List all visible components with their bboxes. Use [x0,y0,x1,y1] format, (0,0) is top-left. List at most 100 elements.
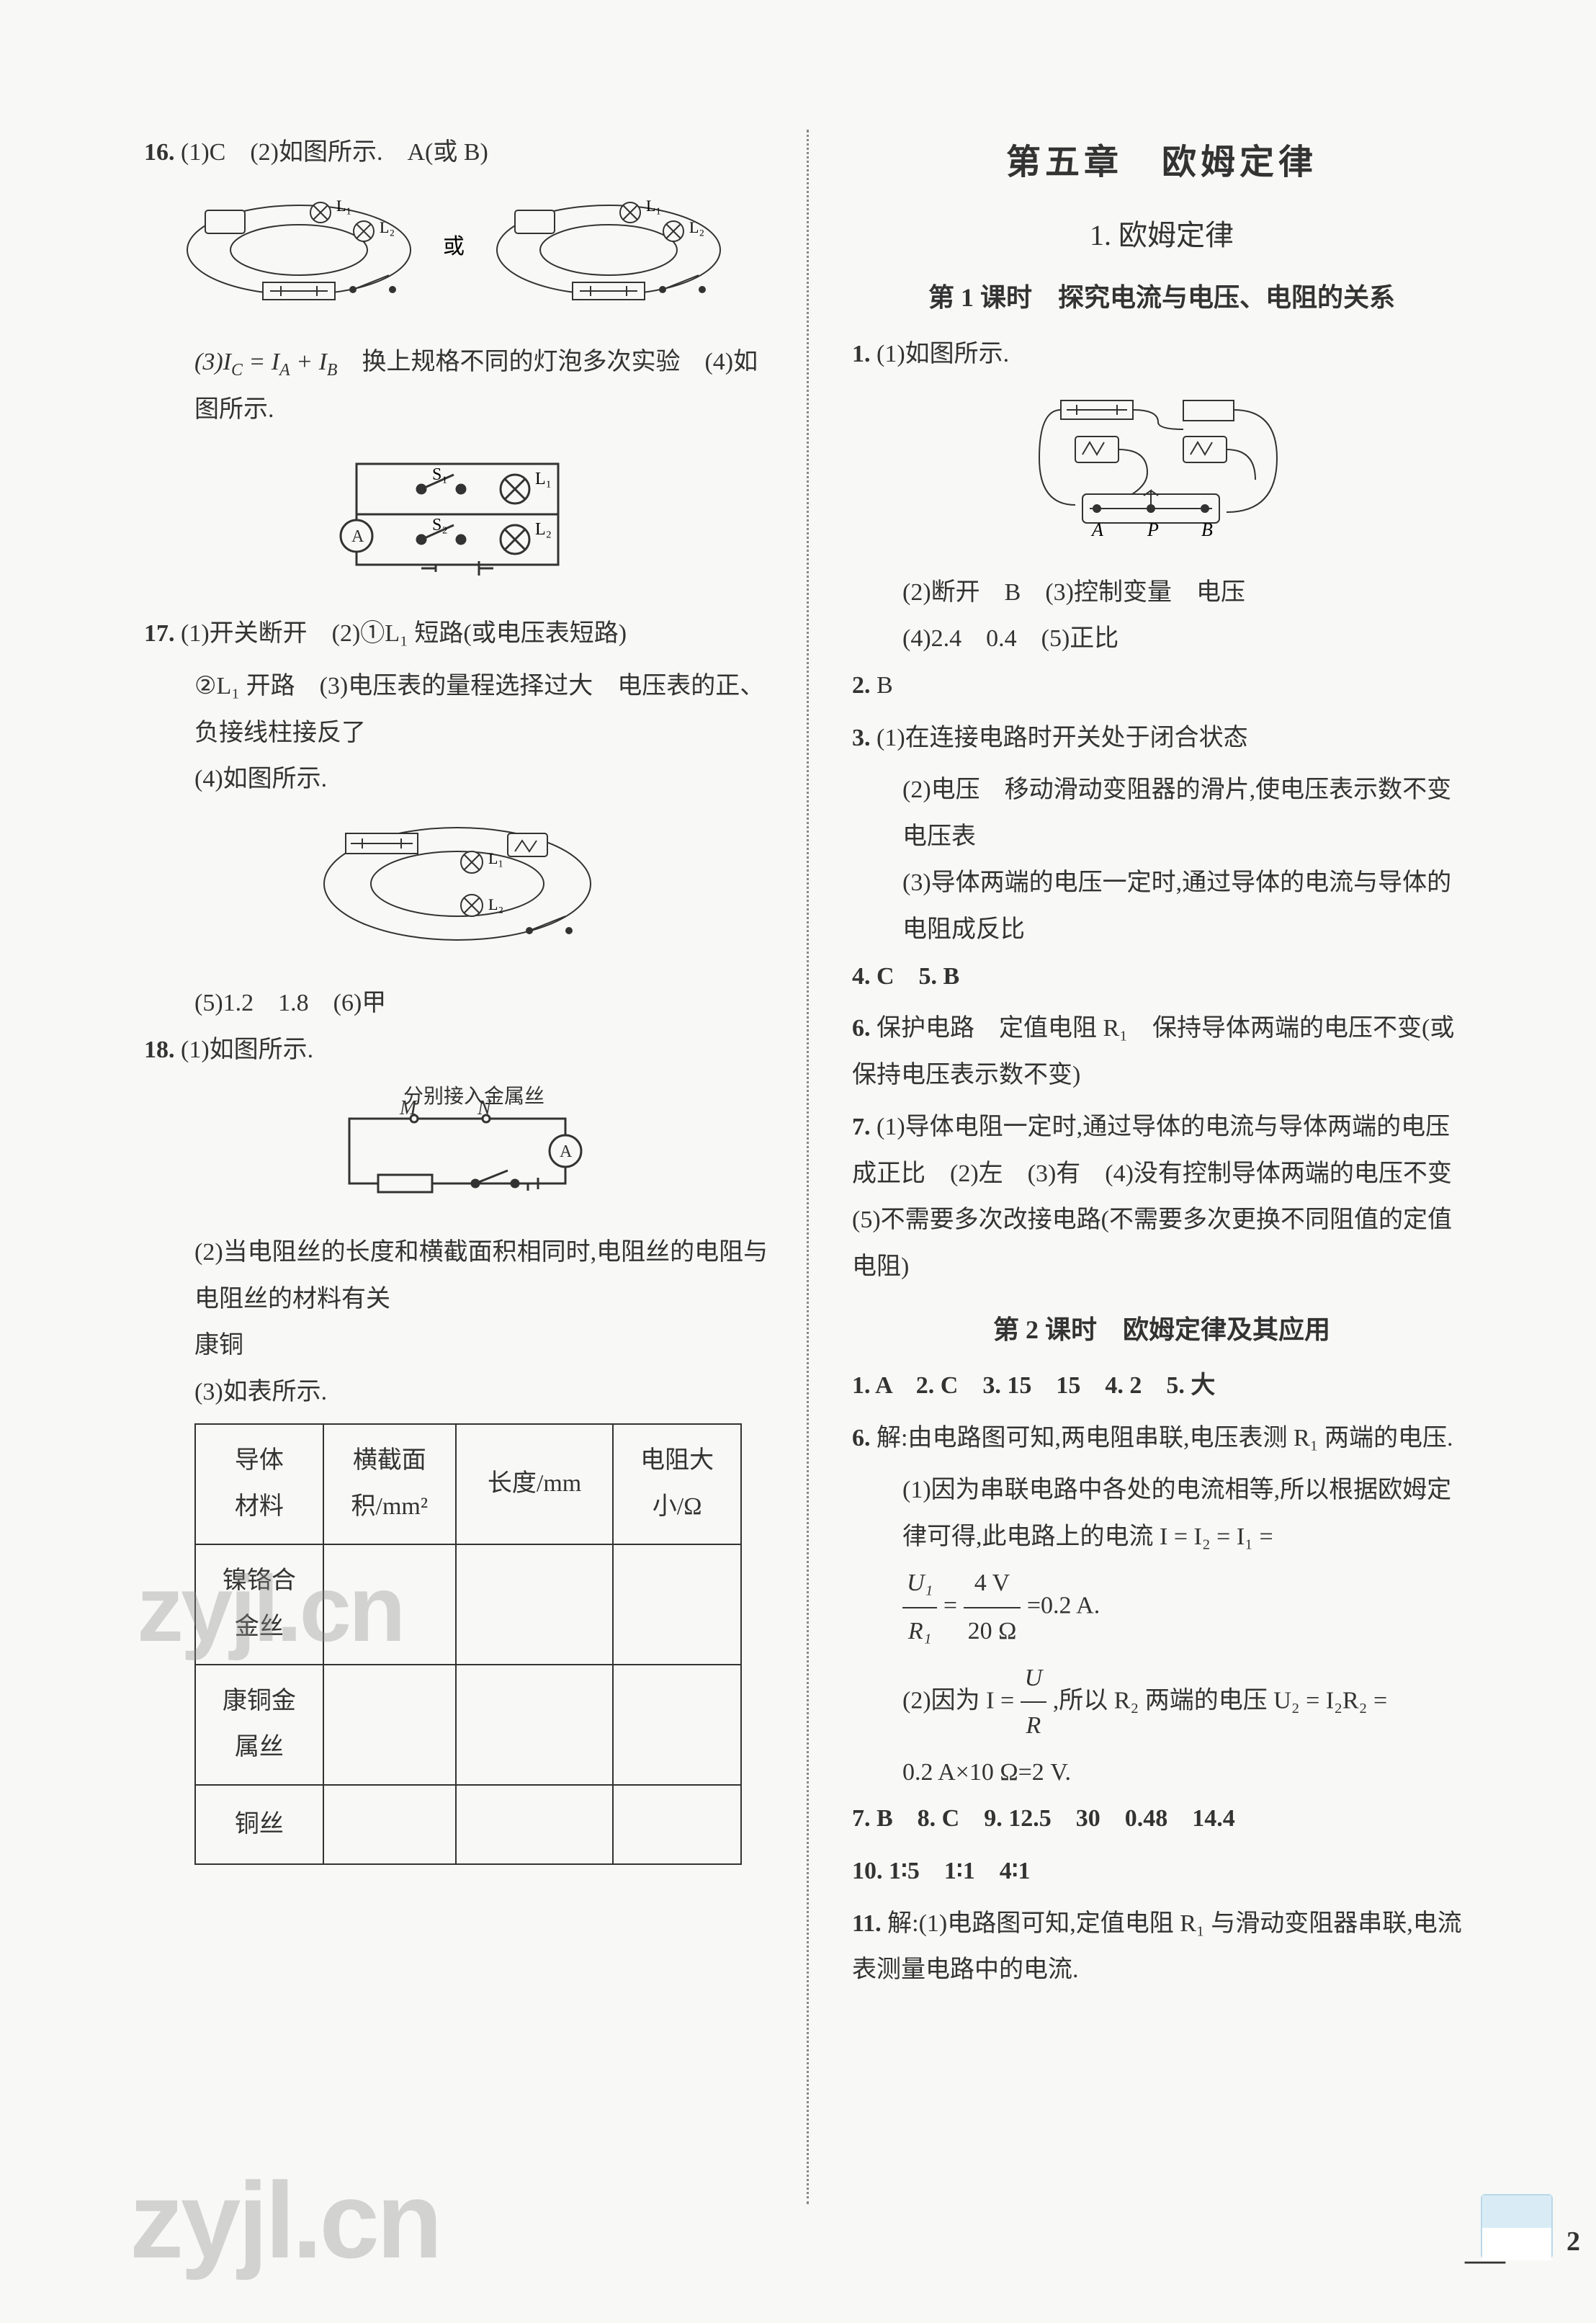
r-q2: 2. B [852,663,1471,710]
svg-text:分别接入金属丝: 分别接入金属丝 [403,1085,544,1108]
q18-p1: (1)如图所示. [181,1037,313,1063]
q17-p1: (1)开关断开 (2)①L₁ 短路(或电压表短路) [181,620,627,647]
r-q3-num: 3. [852,725,871,751]
r-q7-num: 7. [852,1114,871,1140]
q17-p2: ②L₁ 开路 (3)电压表的量程选择过大 电压表的正、负接线柱接反了 [144,663,771,756]
q17-num: 17. [144,620,175,647]
l2-q6-p1a: (1)因为串联电路中各处的电流相等,所以根据欧姆定律可得,此电路上的电流 I =… [902,1477,1451,1550]
svg-text:N: N [477,1097,492,1119]
section-title: 1. 欧姆定律 [852,208,1471,263]
page-corner-frame: — 2 [1481,2194,1553,2259]
column-divider [807,130,809,2204]
r-q45-text: 4. C 5. B [852,963,959,990]
l2-q11-num: 11. [852,1910,882,1937]
q16-p3: (3)IC = IA + IB 换上规格不同的灯泡多次实验 (4)如图所示. [144,339,771,434]
cell [456,1785,613,1864]
frac-num: U [1021,1655,1047,1704]
q18-p3: 康铜 [144,1322,771,1369]
svg-text:B: B [1201,519,1213,540]
cell [456,1544,613,1665]
l2-q10-text: 10. 1∶5 1∶1 4∶1 [852,1858,1031,1884]
svg-text:A: A [351,527,364,546]
frac-den: 20 Ω [964,1608,1021,1655]
r-q1-fig: A P B [852,386,1471,561]
l2-q6: 6. 解:由电路图可知,两电阻串联,电压表测 R₁ 两端的电压. [852,1415,1471,1462]
frac-num: U₁ [902,1560,937,1608]
r-q45: 4. C 5. B [852,954,1471,1001]
q16-fig1: L₁ L₂ 或 L₁ L₂ [144,185,771,331]
r-q1-p2: (2)断开 B (3)控制变量 电压 [852,570,1471,617]
q17: 17. (1)开关断开 (2)①L₁ 短路(或电压表短路) [144,611,771,658]
l2-q6-p2: (2)因为 I = UR ,所以 R₂ 两端的电压 U₂ = I₂R₂ = [852,1655,1471,1750]
l2-q79: 7. B 8. C 9. 12.5 30 0.48 14.4 [852,1796,1471,1843]
q16-num: 16. [144,139,175,166]
r-q3-p2: (2)电压 移动滑动变阻器的滑片,使电压表示数不变 电压表 [852,767,1471,860]
svg-text:P: P [1147,519,1159,540]
r-q3: 3. (1)在连接电路时开关处于闭合状态 [852,715,1471,762]
l2-q15-text: 1. A 2. C 3. 15 15 4. 2 5. 大 [852,1372,1215,1399]
r-q6: 6. 保护电路 定值电阻 R₁ 保持导体两端的电压不变(或保持电压表示数不变) [852,1006,1471,1098]
th-length: 长度/mm [456,1424,613,1544]
q18: 18. (1)如图所示. [144,1027,771,1074]
watermark-1: zyjl.cn [137,1520,403,1698]
r-q3-p1: (1)在连接电路时开关处于闭合状态 [877,725,1248,751]
cell [323,1785,456,1864]
r-q1-p3: (4)2.4 0.4 (5)正比 [852,616,1471,663]
th-resist: 电阻大小/Ω [613,1424,741,1544]
lesson1-title: 第 1 课时 探究电流与电压、电阻的关系 [852,273,1471,322]
r-q1: 1. (1)如图所示. [852,331,1471,378]
r-q1-p1: (1)如图所示. [877,341,1009,367]
q16: 16. (1)C (2)如图所示. A(或 B) [144,130,771,176]
r-q3-p3: (3)导体两端的电压一定时,通过导体的电流与导体的电阻成反比 [852,860,1471,953]
q17-fig: L₁ L₂ [144,812,771,972]
l2-q15: 1. A 2. C 3. 15 15 4. 2 5. 大 [852,1363,1471,1410]
q18-p4: (3)如表所示. [144,1369,771,1416]
l2-q6-p1: (1)因为串联电路中各处的电流相等,所以根据欧姆定律可得,此电路上的电流 I =… [852,1467,1471,1560]
page-number: 2 [1566,2216,1580,2268]
frac-den: R [1021,1703,1047,1750]
svg-text:S₁: S₁ [432,465,448,484]
q16-p1: (1)C (2)如图所示. A(或 B) [181,139,488,166]
page-container: 16. (1)C (2)如图所示. A(或 B) L₁ [0,0,1596,2247]
right-column: 第五章 欧姆定律 1. 欧姆定律 第 1 课时 探究电流与电压、电阻的关系 1.… [816,130,1471,2204]
dash-icon: — [1465,2221,1505,2297]
r-q7-text: (1)导体电阻一定时,通过导体的电流与导体两端的电压成正比 (2)左 (3)有 … [852,1114,1476,1280]
l2-q6-p2a: (2)因为 I = [902,1687,1014,1714]
row3-label: 铜丝 [195,1785,323,1864]
l2-q6-eq1: U₁R₁ = 4 V20 Ω =0.2 A. [852,1560,1471,1655]
q16-fig2: A S₁ L₁ S₂ L₂ [144,442,771,603]
cell [613,1544,741,1665]
watermark-2: zyjl.cn [130,2118,440,2323]
l2-q6-p2b: ,所以 R₂ 两端的电压 U₂ = I₂R₂ = [1053,1687,1388,1714]
l2-q6-eq02: =0.2 A. [1027,1593,1100,1619]
svg-text:L₂: L₂ [488,895,503,913]
left-column: 16. (1)C (2)如图所示. A(或 B) L₁ [144,130,799,2204]
svg-text:L₂: L₂ [380,218,395,236]
svg-text:L₁: L₁ [535,470,552,488]
svg-text:L₁: L₁ [646,197,661,215]
l2-q11: 11. 解:(1)电路图可知,定值电阻 R₁ 与滑动变阻器串联,电流表测量电路中… [852,1901,1471,1994]
l2-q6-num: 6. [852,1425,871,1451]
r-q2-ans: B [877,672,893,699]
q17-p3: (4)如图所示. [144,756,771,803]
r-q1-num: 1. [852,341,871,367]
svg-text:L₁: L₁ [336,197,351,215]
l2-q6-p2c: 0.2 A×10 Ω=2 V. [852,1750,1471,1796]
cell [456,1665,613,1785]
l2-q11-text: 解:(1)电路图可知,定值电阻 R₁ 与滑动变阻器串联,电流表测量电路中的电流. [852,1910,1462,1984]
frac-den: R₁ [902,1608,937,1655]
r-q6-num: 6. [852,1015,871,1042]
cell [613,1665,741,1785]
svg-text:L₂: L₂ [689,218,704,236]
svg-text:或: 或 [443,235,465,259]
lesson2-title: 第 2 课时 欧姆定律及其应用 [852,1305,1471,1354]
q17-p4: (5)1.2 1.8 (6)甲 [144,980,771,1027]
r-q2-num: 2. [852,672,871,699]
r-q7: 7. (1)导体电阻一定时,通过导体的电流与导体两端的电压成正比 (2)左 (3… [852,1104,1471,1290]
svg-text:A: A [1090,519,1103,540]
svg-text:M: M [399,1097,418,1119]
l2-q10: 10. 1∶5 1∶1 4∶1 [852,1848,1471,1895]
frac-num: 4 V [964,1560,1021,1608]
r-q6-text: 保护电路 定值电阻 R₁ 保持导体两端的电压不变(或保持电压表示数不变) [852,1015,1454,1088]
q18-num: 18. [144,1037,175,1063]
